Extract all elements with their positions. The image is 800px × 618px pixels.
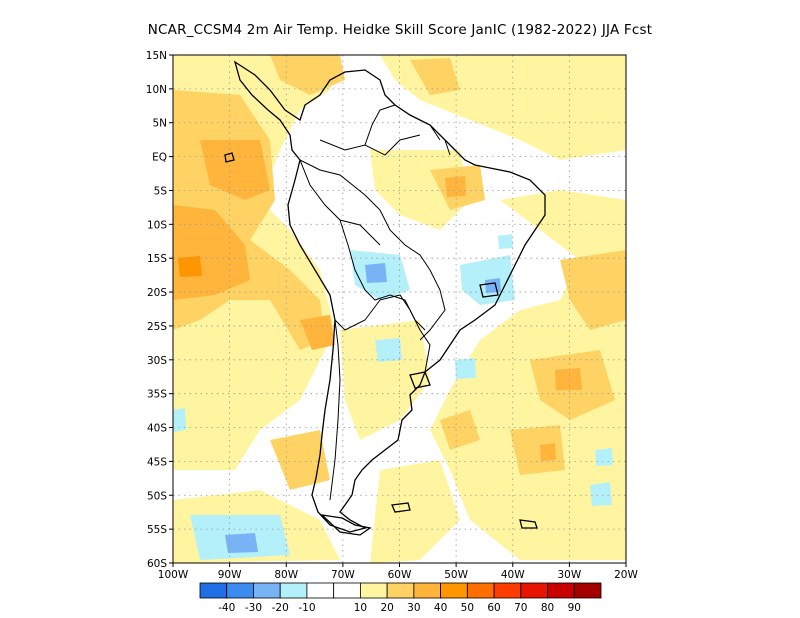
lat-tick-label: 30S bbox=[147, 355, 167, 367]
colorbar-swatch bbox=[199, 582, 228, 599]
lat-tick-label: 10N bbox=[146, 84, 167, 96]
colorbar: -40 -30 -20 -10 10 20 30 40 50 60 70 80 90 bbox=[199, 582, 602, 614]
latitude-axis: 15N 10N 5N EQ 5S 10S 15S 20S 25S 30S 35S 40S 45S 50S 5… bbox=[146, 50, 173, 570]
lat-tick-label: 40S bbox=[147, 423, 167, 435]
lat-tick-label: 15N bbox=[146, 50, 167, 62]
lon-tick-label: 40W bbox=[501, 569, 525, 581]
colorbar-swatch bbox=[333, 582, 361, 599]
colorbar-label: -40 bbox=[218, 602, 235, 614]
colorbar-swatch bbox=[520, 582, 548, 599]
colorbar-label: 10 bbox=[354, 602, 367, 614]
lon-tick-label: 30W bbox=[558, 569, 582, 581]
lon-tick-label: 20W bbox=[614, 569, 638, 581]
colorbar-swatch bbox=[306, 582, 335, 599]
lat-tick-label: EQ bbox=[152, 152, 167, 164]
lon-tick-label: 60W bbox=[388, 569, 412, 581]
colorbar-swatch bbox=[547, 582, 575, 599]
colorbar-label: 40 bbox=[434, 602, 447, 614]
tierra-del-fuego bbox=[320, 514, 372, 536]
lon-tick-label: 70W bbox=[331, 569, 355, 581]
lat-tick-label: 5S bbox=[154, 185, 168, 197]
lat-tick-label: 50S bbox=[147, 490, 167, 502]
colorbar-label: -10 bbox=[298, 602, 315, 614]
colorbar-swatch bbox=[226, 582, 254, 599]
colorbar-label: 30 bbox=[407, 602, 420, 614]
lon-tick-label: 100W bbox=[158, 569, 189, 581]
lon-tick-label: 80W bbox=[274, 569, 298, 581]
lon-tick-label: 50W bbox=[444, 569, 468, 581]
colorbar-swatch bbox=[253, 582, 281, 599]
colorbar-label: 90 bbox=[568, 602, 581, 614]
colorbar-swatch bbox=[413, 582, 442, 599]
colorbar-label: 60 bbox=[487, 602, 500, 614]
colorbar-label: -30 bbox=[245, 602, 262, 614]
colorbar-label: 20 bbox=[380, 602, 393, 614]
score-40-50-patch bbox=[178, 256, 202, 277]
colorbar-swatch bbox=[440, 582, 468, 599]
coastlines bbox=[224, 60, 546, 536]
lon-tick-label: 90W bbox=[218, 569, 242, 581]
graticule bbox=[173, 55, 626, 563]
lat-tick-label: 15S bbox=[147, 253, 167, 265]
national-borders bbox=[299, 104, 451, 501]
lat-tick-label: 20S bbox=[147, 287, 167, 299]
colorbar-label: 50 bbox=[461, 602, 474, 614]
colorbar-swatch bbox=[359, 582, 388, 599]
colorbar-swatch bbox=[573, 582, 602, 599]
colorbar-swatch bbox=[386, 582, 415, 599]
chart-title: NCAR_CCSM4 2m Air Temp. Heidke Skill Sco… bbox=[147, 22, 653, 38]
colorbar-label: 70 bbox=[514, 602, 527, 614]
lat-tick-label: 60S bbox=[147, 558, 167, 570]
colorbar-swatch bbox=[466, 582, 495, 599]
lat-tick-label: 35S bbox=[147, 389, 167, 401]
lat-tick-label: 10S bbox=[147, 219, 167, 231]
islands bbox=[224, 152, 538, 529]
longitude-axis: 100W 90W 80W 70W 60W 50W 40W 30W 20W bbox=[158, 563, 638, 581]
lat-tick-label: 25S bbox=[147, 321, 167, 333]
lat-tick-label: 45S bbox=[147, 456, 167, 468]
colorbar-label: -20 bbox=[272, 602, 289, 614]
colorbar-swatch bbox=[493, 582, 522, 599]
lat-tick-label: 55S bbox=[147, 524, 167, 536]
falkland-islands bbox=[391, 502, 411, 513]
score-field bbox=[173, 55, 626, 563]
lat-tick-label: 5N bbox=[152, 118, 167, 130]
colorbar-swatch bbox=[279, 582, 308, 599]
colorbar-label: 80 bbox=[541, 602, 554, 614]
